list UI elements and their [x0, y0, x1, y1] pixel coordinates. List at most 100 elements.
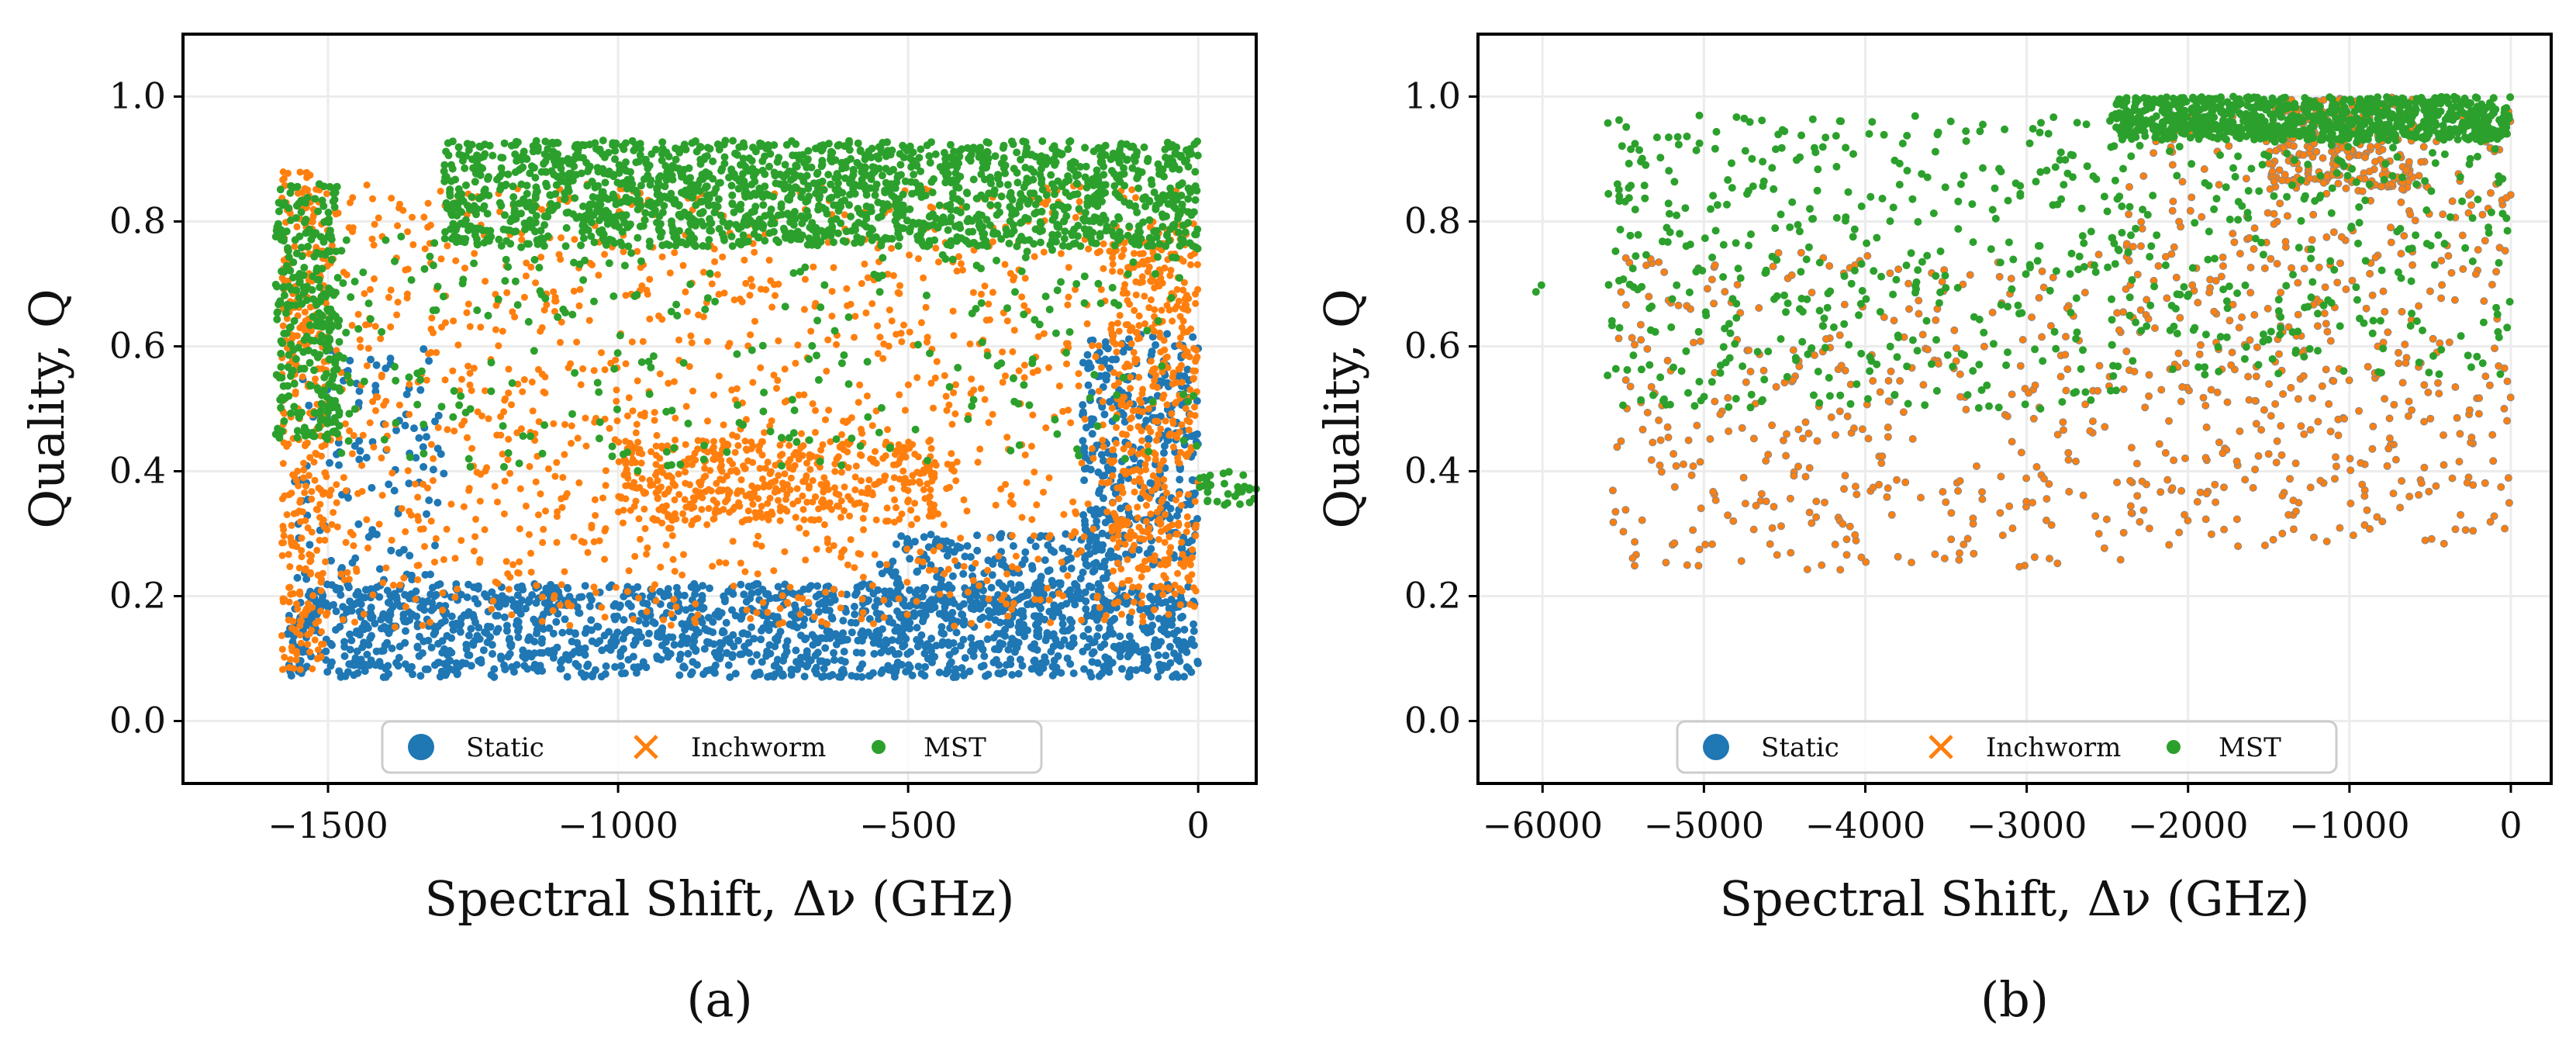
panel-a-point-static [1172, 655, 1181, 663]
panel-a-point-inchworm [960, 496, 968, 503]
panel-a-point-inchworm [1037, 596, 1045, 604]
panel-a-point-static [410, 424, 418, 433]
panel-a-point-static [1146, 479, 1155, 487]
panel-a-point-inchworm [561, 568, 568, 576]
panel-a-point-inchworm [1187, 261, 1194, 268]
panel-a-point-inchworm [598, 349, 605, 357]
panel-a-point-inchworm [494, 498, 501, 506]
panel-a-point-static [1058, 614, 1067, 622]
panel-a-point-inchworm [1191, 412, 1199, 420]
panel-a-point-inchworm [859, 573, 867, 581]
panel-a-point-inchworm [1018, 293, 1026, 301]
panel-a-point-inchworm [1185, 426, 1193, 434]
panel-a-point-static [720, 628, 728, 636]
panel-a-point-static [878, 668, 886, 676]
panel-a-point-static [817, 673, 826, 681]
panel-a-point-inchworm [509, 561, 517, 569]
panel-a-point-static [851, 610, 859, 618]
panel-a-point-inchworm [1147, 510, 1155, 518]
panel-a-point-inchworm [348, 450, 356, 458]
panel-a-point-inchworm [563, 489, 571, 497]
panel-a-point-static [575, 648, 583, 657]
panel-a-point-mst [1075, 205, 1083, 213]
panel-a-point-inchworm [505, 365, 513, 373]
panel-a-point-static [1031, 542, 1040, 551]
panel-a-point-inchworm [768, 303, 776, 311]
panel-a-point-inchworm [758, 542, 765, 550]
panel-a-point-inchworm [713, 479, 720, 487]
panel-a-point-static [700, 645, 709, 653]
panel-a-point-inchworm [1109, 261, 1117, 268]
panel-a-point-inchworm [1175, 521, 1183, 529]
panel-a-point-inchworm [665, 379, 672, 387]
panel-a-point-inchworm [1002, 481, 1010, 488]
panel-a-point-inchworm [891, 496, 899, 503]
panel-a-point-inchworm [969, 576, 977, 584]
panel-a-point-static [395, 653, 403, 662]
panel-a-point-inchworm [1176, 601, 1184, 609]
panel-a-point-inchworm [574, 434, 582, 442]
panel-a-point-inchworm [321, 441, 329, 448]
panel-a-point-static [404, 665, 413, 673]
panel-a-point-static [347, 636, 356, 645]
panel-a-point-inchworm [551, 472, 559, 480]
panel-a-point-static [513, 617, 521, 625]
panel-a-point-inchworm [296, 324, 304, 332]
panel-a-point-inchworm [489, 597, 497, 605]
panel-a-point-inchworm [695, 311, 703, 319]
panel-a-point-static [558, 655, 566, 664]
panel-a-point-inchworm [1075, 370, 1083, 378]
panel-a-point-static [358, 643, 367, 652]
panel-a-point-inchworm [363, 516, 371, 524]
panel-a-point-inchworm [779, 479, 786, 487]
panel-a-point-inchworm [682, 468, 689, 476]
panel-a-point-inchworm [454, 341, 462, 349]
panel-a-point-static [792, 605, 800, 614]
panel-a-point-inchworm [1141, 292, 1148, 300]
panel-a-point-static [413, 642, 422, 651]
panel-a-point-inchworm [360, 610, 368, 618]
panel-a-point-inchworm [623, 588, 631, 596]
panel-a-point-inchworm [765, 256, 773, 264]
panel-a-point-inchworm [627, 442, 635, 450]
panel-a-point-inchworm [720, 421, 727, 429]
panel-a-point-inchworm [575, 479, 583, 486]
panel-a-point-inchworm [292, 656, 300, 664]
panel-a-point-inchworm [629, 455, 637, 463]
panel-a-point-inchworm [696, 489, 704, 496]
panel-a-point-static [827, 614, 836, 622]
panel-a-point-static [714, 607, 723, 616]
panel-a-point-mst [1001, 169, 1010, 178]
panel-a-point-static [1080, 476, 1089, 485]
panel-a-point-inchworm [1163, 401, 1171, 409]
panel-a-point-inchworm [369, 398, 377, 406]
panel-a-point-static [958, 664, 966, 673]
panel-a-point-static [676, 650, 685, 659]
panel-a-point-inchworm [582, 414, 589, 422]
panel-a-point-inchworm [1139, 250, 1147, 258]
panel-a-point-inchworm [293, 543, 301, 551]
panel-a-point-static [613, 612, 621, 621]
panel-a-point-static [851, 619, 860, 627]
panel-a-point-static [1103, 344, 1112, 353]
panel-a-point-inchworm [295, 564, 303, 572]
panel-a-point-static [457, 590, 465, 599]
panel-a-point-inchworm [321, 536, 329, 544]
panel-a-point-inchworm [640, 488, 647, 496]
panel-a-point-static [677, 640, 685, 648]
panel-a-point-static [1051, 605, 1060, 614]
panel-a-point-inchworm [641, 524, 649, 532]
panel-a-point-inchworm [857, 425, 865, 433]
panel-a-point-static [1173, 511, 1181, 520]
panel-a-point-inchworm [468, 387, 475, 394]
panel-a-point-inchworm [540, 525, 547, 533]
panel-a-point-static [982, 672, 989, 680]
panel-a-point-inchworm [412, 596, 420, 603]
panel-a-point-inchworm [1065, 406, 1072, 414]
panel-a-point-static [706, 584, 713, 593]
panel-a-point-inchworm [882, 517, 889, 525]
panel-a-point-static [402, 617, 411, 626]
panel-a-point-inchworm [1072, 213, 1079, 221]
panel-a-point-inchworm [637, 535, 644, 543]
panel-a-point-static [425, 357, 433, 365]
